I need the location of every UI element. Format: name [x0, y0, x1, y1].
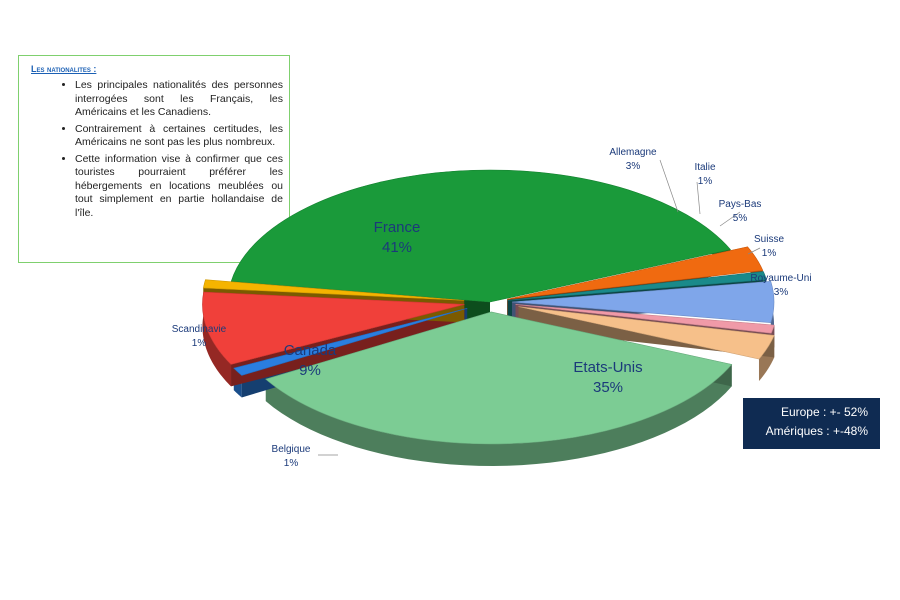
summary-box: Europe : +- 52% Amériques : +-48% — [743, 398, 880, 449]
pie-slice — [203, 279, 465, 301]
pie-slice — [230, 169, 732, 303]
pie-slice — [507, 246, 764, 300]
pie-slice-side — [202, 292, 232, 387]
slice-label: Etats-Unis — [573, 359, 642, 376]
textbox-title: Les nationalites : — [31, 64, 97, 74]
slice-value-label: 3% — [774, 287, 789, 298]
slice-value-label: 1% — [192, 338, 207, 349]
bullet-item: Contrairement à certaines certitudes, le… — [75, 123, 283, 150]
slice-label: Scandinavie — [172, 324, 227, 335]
slice-value-label: 3% — [626, 161, 641, 172]
leader-line — [659, 159, 679, 213]
pie-slice — [233, 307, 468, 376]
slice-value-label: 1% — [762, 248, 777, 259]
pie-slice-side — [265, 364, 732, 466]
summary-ameriques: Amériques : +-48% — [765, 424, 868, 438]
leader-line — [719, 211, 741, 227]
slice-value-label: 35% — [593, 379, 623, 396]
slice-label: Canada — [284, 342, 337, 359]
textbox-bullets: Les principales nationalités des personn… — [25, 79, 283, 220]
slice-label: Allemagne — [609, 147, 657, 158]
slice-value-label: 1% — [698, 176, 713, 187]
slice-label: Pays-Bas — [719, 199, 762, 210]
pie-slice — [507, 271, 767, 301]
pie-slice — [265, 311, 733, 445]
summary-europe: Europe : +- 52% — [780, 405, 868, 419]
slice-label: Belgique — [272, 444, 311, 455]
slice-label: France — [374, 219, 421, 236]
pie-slice — [202, 291, 465, 365]
comment-textbox: Les nationalites : Les principales natio… — [18, 55, 290, 263]
pie-slice — [518, 306, 775, 360]
pie-slice — [511, 281, 775, 323]
slice-value-label: 5% — [733, 213, 748, 224]
slice-label: Royaume-Uni — [750, 273, 811, 284]
slice-label: Suisse — [754, 234, 784, 245]
bullet-item: Cette information vise à confirmer que c… — [75, 153, 283, 221]
slice-value-label: 41% — [382, 239, 412, 256]
leader-line — [696, 181, 701, 215]
slice-value-label: 9% — [299, 362, 321, 379]
pie-slice — [515, 304, 775, 334]
slice-value-label: 1% — [284, 458, 299, 469]
slice-label: Italie — [694, 162, 716, 173]
leader-line — [747, 247, 761, 255]
bullet-item: Les principales nationalités des personn… — [75, 79, 283, 120]
